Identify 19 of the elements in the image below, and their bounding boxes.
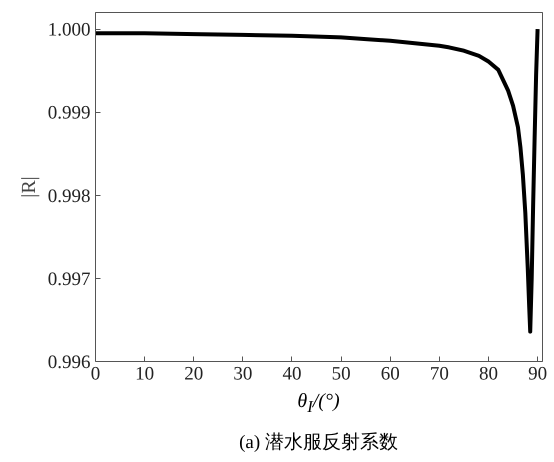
y-tick-label: 0.997 <box>48 268 90 290</box>
x-tick-label: 10 <box>135 364 154 384</box>
x-tick-label: 30 <box>233 364 252 384</box>
line-series <box>96 27 540 334</box>
x-tick-label: 70 <box>430 364 449 384</box>
y-tick-label: 1.000 <box>48 20 90 41</box>
y-tick-label: 0.999 <box>48 102 90 124</box>
text: (a) 潜水服反射系数 <box>238 431 399 455</box>
y-axis-title: |R| <box>18 176 40 198</box>
x-tick-label: 20 <box>184 364 204 384</box>
x-tick-label: 0 <box>90 364 100 384</box>
y-tick-label: 0.996 <box>48 352 90 373</box>
x-tick-label: 40 <box>282 364 302 384</box>
x-tick-label: 50 <box>332 364 351 384</box>
x-tick-label: 60 <box>380 364 400 384</box>
x-tick-label: 80 <box>478 364 498 384</box>
x-tick-label: 90 <box>528 364 548 384</box>
y-tick-label: 0.998 <box>48 186 90 207</box>
x-axis-title: θ$_{I}$/(°) <box>297 390 340 416</box>
